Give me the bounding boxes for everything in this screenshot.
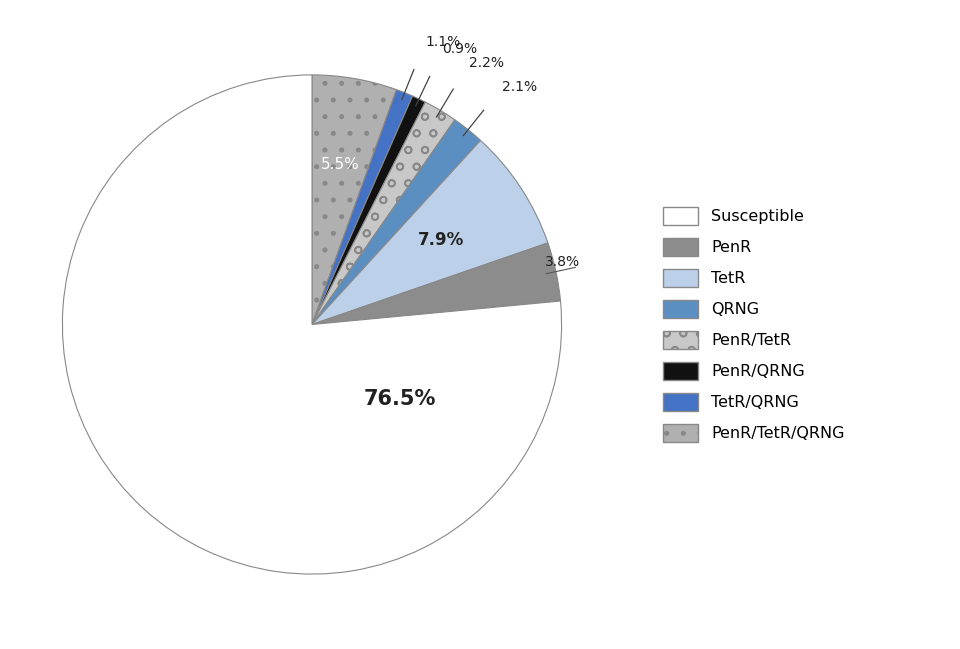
Text: 3.8%: 3.8% [544,255,580,269]
Wedge shape [312,120,481,324]
Wedge shape [312,140,548,324]
Legend: Susceptible, PenR, TetR, QRNG, PenR/TetR, PenR/QRNG, TetR/QRNG, PenR/TetR/QRNG: Susceptible, PenR, TetR, QRNG, PenR/TetR… [663,207,845,442]
Wedge shape [312,243,561,324]
Wedge shape [312,96,425,324]
Text: 1.1%: 1.1% [425,35,460,49]
Text: 0.9%: 0.9% [443,42,478,56]
Text: 2.1%: 2.1% [502,80,538,94]
Wedge shape [62,75,562,574]
Text: 2.2%: 2.2% [468,56,504,70]
Text: 76.5%: 76.5% [363,389,436,410]
Wedge shape [312,90,413,324]
Text: 7.9%: 7.9% [419,230,465,249]
Text: 5.5%: 5.5% [321,157,359,172]
Wedge shape [312,75,396,324]
Wedge shape [312,102,455,324]
